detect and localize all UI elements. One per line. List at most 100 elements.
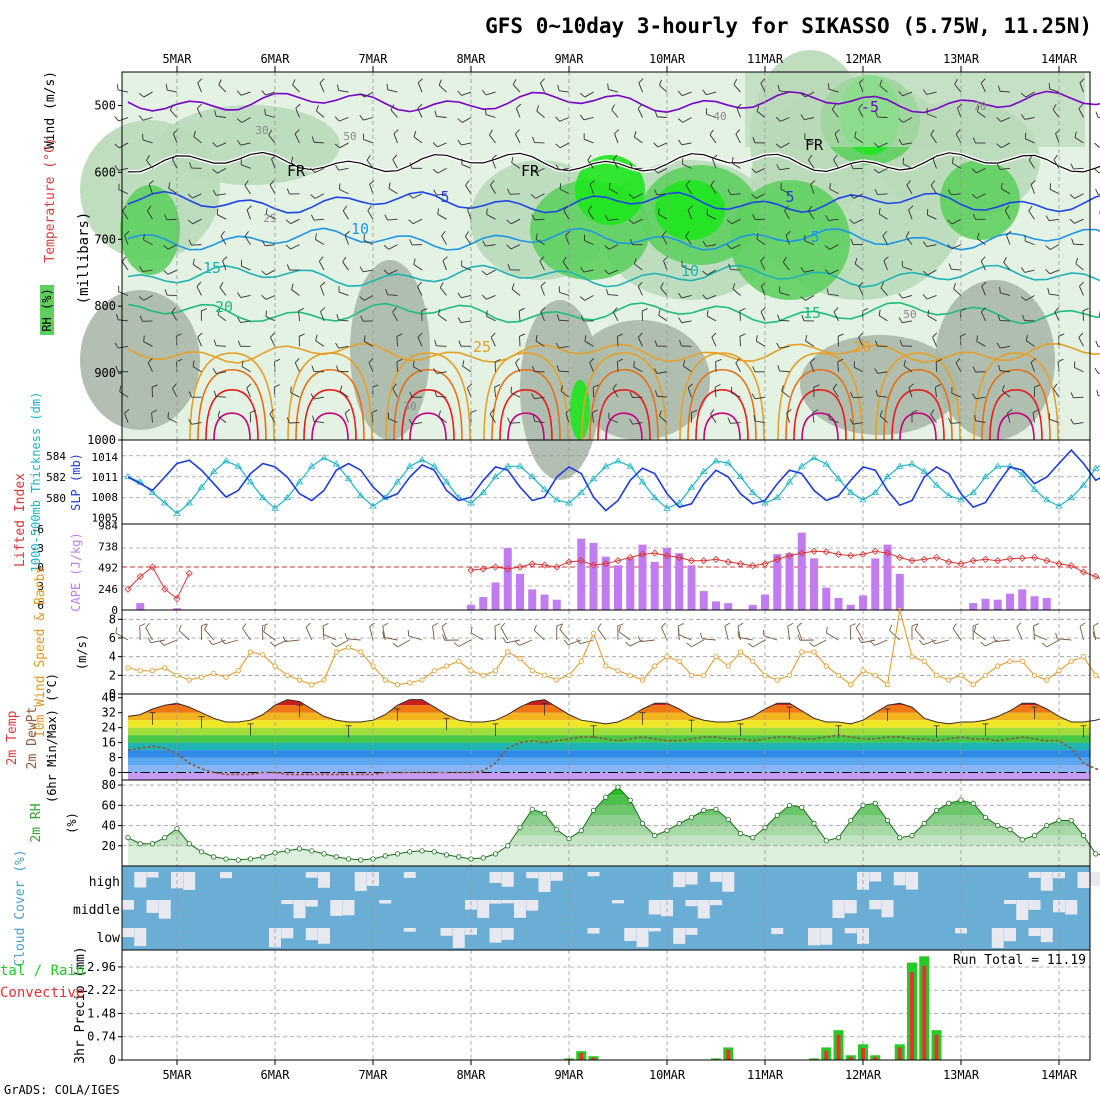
wind-barb xyxy=(738,636,753,641)
wind-barb xyxy=(178,630,190,641)
wind-barb-flag xyxy=(999,286,1001,293)
wind-barb xyxy=(319,82,325,93)
wind-barb-flag xyxy=(638,78,644,84)
wind-barb-flag xyxy=(178,624,182,631)
wind-barb-flag xyxy=(972,213,976,220)
wind-barb xyxy=(660,626,668,641)
wind-barb xyxy=(169,109,178,118)
wind-barb xyxy=(315,239,325,246)
wind-barb xyxy=(458,639,472,647)
wind-barb xyxy=(437,142,447,148)
thickness-marker xyxy=(565,499,573,506)
wind-barb xyxy=(412,218,423,225)
wind-barb-flag xyxy=(147,358,153,364)
rh-legend-swatch xyxy=(40,285,54,335)
wind-barb-flag xyxy=(579,114,585,121)
cloud-gap xyxy=(281,900,294,905)
wind-barb-flag xyxy=(171,307,176,313)
wind-barb-flag xyxy=(562,256,567,263)
lifted-index-marker xyxy=(859,550,867,558)
thickness-marker xyxy=(283,493,291,501)
cape-bar xyxy=(1030,596,1039,610)
wind-barb xyxy=(396,361,398,372)
thickness-marker xyxy=(969,488,977,495)
warm-isotherm xyxy=(483,352,569,441)
wind-barb-flag xyxy=(634,258,637,265)
wind-barb xyxy=(755,420,766,424)
wind-speed-marker xyxy=(321,677,327,683)
cloud-gap xyxy=(844,900,857,914)
wind-barb xyxy=(417,82,423,93)
wind-barb-flag xyxy=(176,333,182,337)
wind-barb xyxy=(633,193,643,199)
cape-bar xyxy=(761,594,769,610)
cape-bar xyxy=(663,548,671,610)
wind-barb-flag xyxy=(608,182,611,189)
rh-marker xyxy=(872,800,878,806)
wind-barb xyxy=(607,294,619,296)
wind-barb xyxy=(1028,159,1035,169)
wind-barb xyxy=(579,639,594,645)
warm-isotherm xyxy=(303,389,357,441)
wind-barb-flag xyxy=(980,78,986,84)
wind-barb-flag xyxy=(629,391,633,398)
wind-barb-flag xyxy=(292,79,296,86)
lifted-index-line xyxy=(127,566,190,600)
lifted-index-marker xyxy=(810,547,818,555)
wind-barb xyxy=(172,388,178,398)
wind-barb-flag xyxy=(270,332,275,338)
contour-label: 25 xyxy=(263,212,276,225)
wind-barb xyxy=(707,315,717,322)
wind-tick-label: 6 xyxy=(109,631,116,645)
wind-barb-flag xyxy=(922,294,928,300)
thickness-marker xyxy=(1092,464,1100,471)
wind-barb-flag xyxy=(1094,142,1100,148)
wind-barb xyxy=(559,188,570,195)
wind-speed-marker xyxy=(639,677,646,683)
wind-barb-flag xyxy=(922,270,929,276)
cape-tick-label: 738 xyxy=(98,541,118,554)
cloud-gap xyxy=(881,900,894,918)
cloud-gap xyxy=(1077,872,1090,889)
lifted-index-marker xyxy=(663,552,671,560)
wind-barb xyxy=(1024,240,1035,246)
wind-barb xyxy=(1074,137,1084,144)
wind-barb xyxy=(559,629,570,641)
warm-isotherm xyxy=(777,352,863,441)
wind-barb xyxy=(204,629,215,641)
thickness-marker xyxy=(479,488,487,495)
wind-barb-flag xyxy=(971,168,977,174)
wind-speed-marker xyxy=(419,677,425,683)
slp-tick-label: 1011 xyxy=(92,471,119,484)
wind-barb-flag xyxy=(971,193,977,199)
wind-barb-flag xyxy=(997,314,1001,321)
cape-tick-label: 0 xyxy=(111,604,118,617)
wind-barb-flag xyxy=(559,623,564,630)
wind-barb xyxy=(244,185,251,195)
wind-barb-flag xyxy=(555,143,561,149)
wind-barb xyxy=(269,184,276,194)
wind-barb xyxy=(637,108,643,118)
wind-barb-flag xyxy=(661,622,666,628)
thickness-marker xyxy=(234,462,242,469)
wind-barb-flag xyxy=(1020,296,1027,301)
wind-barb-flag xyxy=(960,333,966,337)
rh-marker xyxy=(615,784,621,790)
wind-barb-flag xyxy=(1092,631,1095,638)
wind-speed-marker xyxy=(149,668,156,674)
wind-barb-flag xyxy=(953,283,957,289)
wind-barb-flag xyxy=(222,256,228,262)
cloud-gap xyxy=(685,928,698,935)
wind-barb xyxy=(364,295,374,301)
wind-barb xyxy=(780,117,790,122)
thickness-marker xyxy=(847,488,855,495)
wind-barb-flag xyxy=(151,409,158,414)
wind-barb xyxy=(244,235,251,245)
rh-shade xyxy=(730,180,850,300)
wind-barb-flag xyxy=(976,335,978,342)
wind-barb xyxy=(657,193,668,196)
wind-barb xyxy=(831,109,839,118)
wind-barb-flag xyxy=(385,289,388,295)
wind-barb-flag xyxy=(930,129,935,135)
